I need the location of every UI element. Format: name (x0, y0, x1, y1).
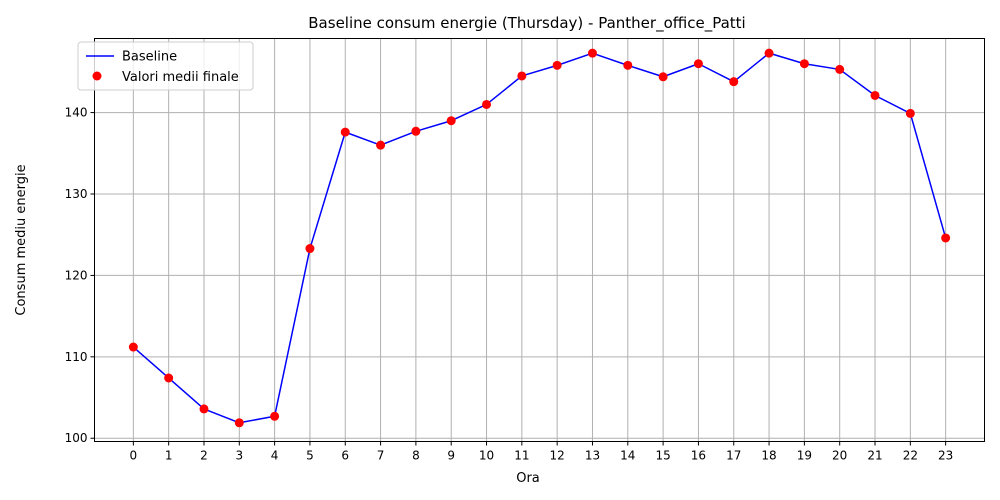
x-tick-label: 1 (165, 449, 173, 463)
legend-baseline-label: Baseline (122, 50, 177, 65)
y-tick-label: 130 (65, 187, 88, 201)
legend: Baseline Valori medii finale (77, 41, 254, 91)
x-tick-label: 11 (514, 449, 529, 463)
final-value-point (658, 72, 668, 82)
x-axis-label: Ora (516, 471, 540, 486)
x-tick-label: 6 (341, 449, 349, 463)
x-tick-label: 19 (797, 449, 812, 463)
x-tick-label: 17 (726, 449, 741, 463)
final-value-point (376, 140, 386, 150)
final-value-point (552, 60, 562, 70)
final-value-point (517, 71, 527, 81)
x-tick-label: 0 (130, 449, 138, 463)
x-tick-label: 20 (832, 449, 847, 463)
x-tick-label: 5 (306, 449, 314, 463)
legend-final-values-swatch (92, 71, 102, 81)
final-value-point (164, 373, 174, 383)
final-value-point (764, 48, 774, 58)
x-tick-label: 15 (655, 449, 670, 463)
x-tick-label: 10 (479, 449, 494, 463)
final-value-point (729, 77, 739, 87)
x-tick-label: 12 (550, 449, 565, 463)
baseline-series (132, 52, 947, 424)
final-value-point (905, 108, 915, 118)
final-value-point (270, 411, 280, 421)
x-tick-label: 23 (938, 449, 953, 463)
x-tick-label: 7 (377, 449, 385, 463)
final-value-point (482, 99, 492, 109)
x-tick-label: 21 (867, 449, 882, 463)
x-tick-label: 3 (235, 449, 243, 463)
y-tick-label: 100 (65, 431, 88, 445)
final-value-point (623, 60, 633, 70)
chart-title: Baseline consum energie (Thursday) - Pan… (308, 14, 745, 33)
final-values-series (128, 48, 951, 428)
x-axis-ticks: 0 1 2 3 4 5 6 7 8 9 10 11 12 13 14 15 16 17 18 19 20 21 22 23 (130, 441, 953, 463)
y-tick-label: 120 (65, 268, 88, 282)
final-value-point (128, 342, 138, 352)
final-value-point (305, 244, 315, 254)
legend-box (77, 41, 254, 91)
final-value-point (835, 64, 845, 74)
x-tick-label: 14 (620, 449, 635, 463)
final-value-point (411, 126, 421, 136)
final-value-point (199, 404, 209, 414)
x-tick-label: 2 (200, 449, 208, 463)
baseline-line (132, 52, 947, 424)
y-tick-label: 140 (65, 106, 88, 120)
final-value-point (446, 116, 456, 126)
plot-frame (94, 38, 985, 442)
x-tick-label: 18 (761, 449, 776, 463)
final-value-point (941, 233, 951, 243)
final-value-point (587, 48, 597, 58)
x-tick-label: 22 (903, 449, 918, 463)
x-tick-label: 16 (691, 449, 706, 463)
grid-lines (94, 38, 985, 442)
final-value-point (799, 59, 809, 69)
legend-final-values-label: Valori medii finale (122, 70, 239, 85)
y-tick-label: 110 (65, 350, 88, 364)
x-tick-label: 4 (271, 449, 279, 463)
x-tick-label: 9 (447, 449, 455, 463)
final-value-point (340, 127, 350, 137)
final-value-point (234, 418, 244, 428)
y-axis-ticks: 100 110 120 130 140 (65, 106, 95, 445)
x-tick-label: 8 (412, 449, 420, 463)
final-value-point (693, 59, 703, 69)
x-tick-label: 13 (585, 449, 600, 463)
final-value-point (870, 90, 880, 100)
y-axis-label: Consum mediu energie (14, 164, 29, 315)
